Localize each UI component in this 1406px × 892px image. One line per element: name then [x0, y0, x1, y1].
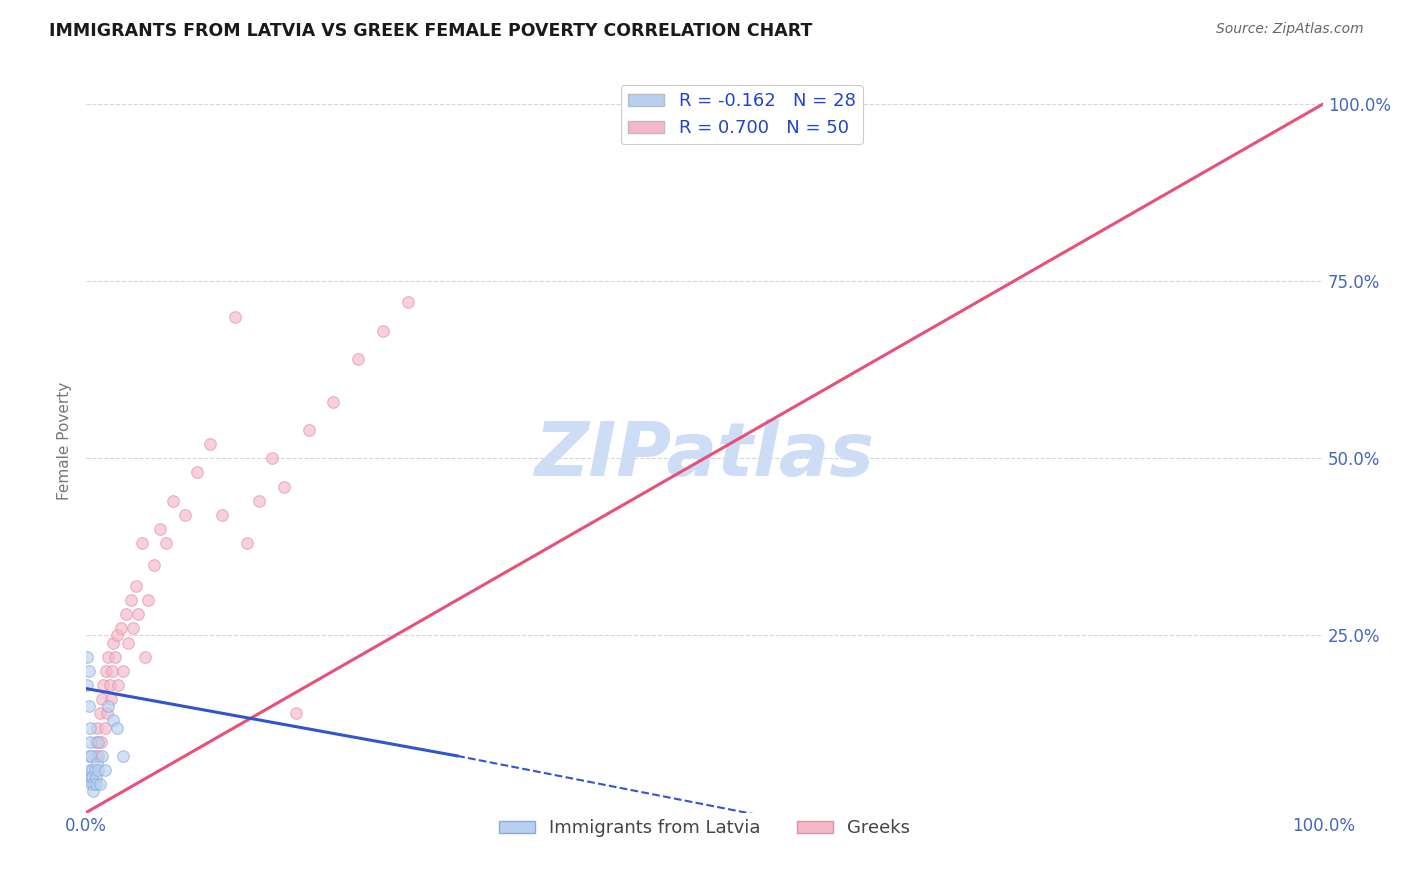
Point	[107, 678, 129, 692]
Point	[347, 352, 370, 367]
Point	[94, 664, 117, 678]
Point	[224, 310, 246, 324]
Point	[186, 466, 208, 480]
Point	[117, 635, 139, 649]
Point	[105, 721, 128, 735]
Text: IMMIGRANTS FROM LATVIA VS GREEK FEMALE POVERTY CORRELATION CHART: IMMIGRANTS FROM LATVIA VS GREEK FEMALE P…	[49, 22, 813, 40]
Point	[124, 579, 146, 593]
Point	[82, 770, 104, 784]
Point	[211, 508, 233, 522]
Point	[322, 394, 344, 409]
Point	[93, 763, 115, 777]
Point	[120, 593, 142, 607]
Legend: Immigrants from Latvia, Greeks: Immigrants from Latvia, Greeks	[492, 812, 918, 845]
Point	[136, 593, 159, 607]
Point	[371, 324, 394, 338]
Point	[91, 692, 114, 706]
Point	[103, 635, 125, 649]
Point	[93, 721, 115, 735]
Point	[79, 735, 101, 749]
Point	[87, 763, 110, 777]
Point	[298, 423, 321, 437]
Point	[198, 437, 221, 451]
Point	[87, 748, 110, 763]
Text: Source: ZipAtlas.com: Source: ZipAtlas.com	[1216, 22, 1364, 37]
Point	[83, 748, 105, 763]
Point	[103, 649, 125, 664]
Point	[143, 558, 166, 572]
Point	[134, 649, 156, 664]
Point	[236, 536, 259, 550]
Point	[79, 763, 101, 777]
Point	[396, 295, 419, 310]
Point	[79, 721, 101, 735]
Point	[105, 628, 128, 642]
Point	[90, 735, 112, 749]
Point	[122, 621, 145, 635]
Point	[84, 777, 107, 791]
Point	[77, 664, 100, 678]
Point	[112, 664, 135, 678]
Text: ZIPatlas: ZIPatlas	[534, 419, 875, 491]
Point	[260, 451, 283, 466]
Point	[97, 699, 120, 714]
Point	[285, 706, 308, 721]
Point	[131, 536, 153, 550]
Point	[174, 508, 197, 522]
Point	[82, 784, 104, 798]
Point	[155, 536, 177, 550]
Point	[80, 777, 103, 791]
Point	[273, 480, 295, 494]
Point	[76, 678, 98, 692]
Y-axis label: Female Poverty: Female Poverty	[58, 382, 72, 500]
Point	[77, 748, 100, 763]
Point	[103, 714, 125, 728]
Point	[86, 756, 108, 770]
Point	[97, 649, 120, 664]
Point	[84, 770, 107, 784]
Point	[127, 607, 149, 622]
Point	[82, 763, 104, 777]
Point	[91, 748, 114, 763]
Point	[84, 735, 107, 749]
Point	[82, 777, 104, 791]
Point	[101, 664, 124, 678]
Point	[83, 763, 105, 777]
Point	[149, 522, 172, 536]
Point	[80, 748, 103, 763]
Point	[89, 777, 111, 791]
Point	[93, 678, 115, 692]
Point	[247, 493, 270, 508]
Point	[76, 649, 98, 664]
Point	[96, 706, 118, 721]
Point	[100, 692, 122, 706]
Point	[87, 735, 110, 749]
Point	[110, 621, 132, 635]
Point	[98, 678, 121, 692]
Point	[77, 699, 100, 714]
Point	[86, 721, 108, 735]
Point	[82, 770, 104, 784]
Point	[162, 493, 184, 508]
Point	[112, 748, 135, 763]
Point	[80, 770, 103, 784]
Point	[114, 607, 136, 622]
Point	[89, 706, 111, 721]
